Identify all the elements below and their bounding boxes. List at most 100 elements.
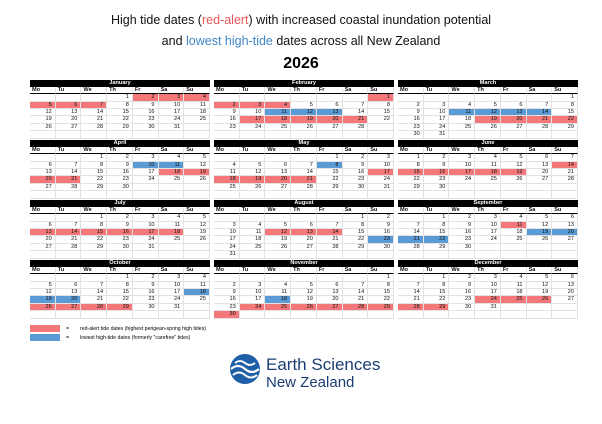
weekday: Mo: [398, 266, 424, 275]
legend-text: lowest high-tide dates (formerly "carefr…: [80, 334, 191, 341]
day-cell: [398, 94, 424, 102]
day-cell: 25: [184, 116, 210, 124]
legend-swatch: [30, 325, 60, 332]
day-cell: 9: [398, 109, 424, 117]
day-cell: [239, 191, 266, 199]
day-cell: 4: [500, 214, 527, 222]
day-cell: 12: [500, 161, 527, 169]
day-cell: 27: [265, 183, 292, 192]
day-cell: 19: [30, 116, 56, 124]
day-cell: 17: [158, 109, 185, 117]
day-cell: 10: [158, 281, 185, 289]
day-cell: 31: [368, 183, 394, 192]
day-cell: 4: [184, 94, 210, 102]
day-cell: 9: [107, 221, 133, 229]
day-cell: [184, 183, 210, 192]
day-cell: 17: [239, 296, 266, 304]
day-cell: 9: [214, 289, 240, 297]
day-cell: 25: [265, 123, 292, 132]
weekday: Th: [291, 206, 317, 215]
day-cell: [55, 274, 82, 282]
day-cell: 31: [158, 123, 185, 132]
day-cell: 2: [368, 214, 394, 222]
weekday: Tu: [55, 86, 82, 95]
day-cell: [423, 311, 450, 319]
day-cell: 8: [398, 161, 424, 169]
day-cell: 7: [81, 101, 108, 109]
day-cell: 13: [291, 229, 317, 237]
day-cell: 8: [81, 161, 108, 169]
day-cell: 9: [132, 281, 159, 289]
legend-sign: =: [66, 334, 70, 341]
day-cell: [475, 191, 501, 199]
day-cell: [214, 131, 240, 139]
month-header: May: [214, 140, 394, 147]
day-cell: 11: [449, 109, 476, 117]
day-cell: 28: [342, 123, 369, 132]
day-cell: [475, 183, 501, 192]
day-cell: [81, 94, 108, 102]
day-cell: 23: [214, 303, 240, 312]
day-cell: 21: [55, 236, 82, 244]
day-cell: [291, 214, 317, 222]
weekday: Sa: [526, 86, 553, 95]
day-cell: [500, 311, 527, 319]
day-cell: 1: [81, 214, 108, 222]
day-cell: 22: [552, 116, 578, 124]
day-cell: 14: [342, 109, 369, 117]
title-line-2: and lowest high-tide dates across all Ne…: [0, 34, 602, 48]
day-cell: 5: [500, 154, 527, 162]
day-cell: 28: [398, 303, 424, 312]
day-cell: 20: [316, 296, 343, 304]
day-cell: 25: [239, 243, 266, 252]
day-cell: [132, 311, 159, 319]
weekday: Th: [107, 146, 133, 155]
day-cell: 21: [398, 296, 424, 304]
day-cell: [291, 191, 317, 199]
day-cell: 1: [81, 154, 108, 162]
day-cell: 27: [30, 243, 56, 252]
day-cell: 20: [55, 296, 82, 304]
day-cell: 29: [316, 183, 343, 192]
day-cell: [214, 214, 240, 222]
day-cell: 4: [475, 154, 501, 162]
day-cell: 5: [291, 101, 317, 109]
day-cell: [316, 191, 343, 199]
day-cell: 19: [30, 296, 56, 304]
day-cell: [500, 131, 527, 139]
day-cell: 1: [368, 274, 394, 282]
day-cell: 13: [500, 109, 527, 117]
day-cell: [552, 131, 578, 139]
weekday: Th: [291, 146, 317, 155]
month-header: December: [398, 260, 578, 267]
day-cell: 15: [107, 289, 133, 297]
day-cell: [423, 251, 450, 259]
weekday: Mo: [30, 86, 56, 95]
weekday: Sa: [158, 266, 185, 275]
day-cell: 18: [265, 296, 292, 304]
logo-icon: [230, 354, 260, 384]
day-cell: [55, 214, 82, 222]
day-cell: 26: [30, 303, 56, 312]
day-cell: 17: [449, 169, 476, 177]
day-cell: 13: [552, 281, 578, 289]
day-cell: 3: [368, 154, 394, 162]
weekday: Th: [107, 266, 133, 275]
day-cell: [214, 94, 240, 102]
day-cell: 3: [158, 274, 185, 282]
day-cell: [158, 131, 185, 139]
day-cell: 22: [81, 176, 108, 184]
day-cell: 14: [81, 109, 108, 117]
day-cell: 5: [30, 101, 56, 109]
day-cell: 25: [500, 236, 527, 244]
title-blue: lowest high-tide: [186, 34, 273, 48]
day-cell: 11: [184, 281, 210, 289]
day-cell: 26: [239, 183, 266, 192]
weekday: Su: [184, 146, 210, 155]
day-cell: 28: [55, 183, 82, 192]
day-cell: 3: [239, 101, 266, 109]
day-cell: 17: [214, 236, 240, 244]
day-cell: [214, 191, 240, 199]
day-cell: 27: [500, 123, 527, 132]
day-cell: 7: [291, 161, 317, 169]
